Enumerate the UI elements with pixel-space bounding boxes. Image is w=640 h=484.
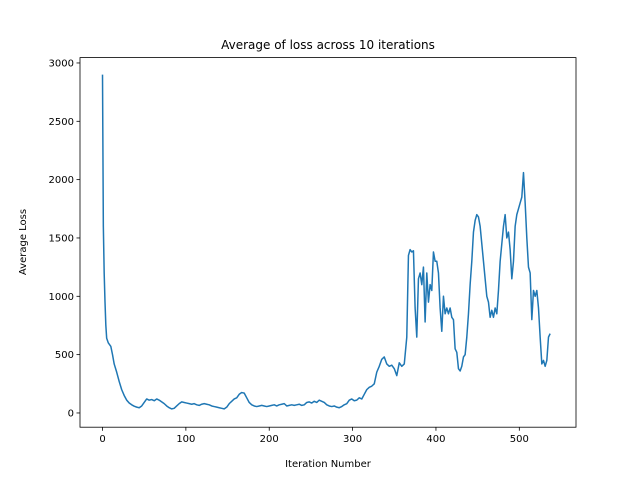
x-tick-label: 200 [260,434,279,445]
y-tick-label: 2000 [49,175,74,186]
x-tick-label: 0 [99,434,105,445]
x-axis-label: Iteration Number [285,459,372,470]
y-tick-label: 0 [68,408,74,419]
y-tick-label: 2500 [49,117,74,128]
x-tick-label: 100 [176,434,195,445]
y-tick-label: 1500 [49,233,74,244]
x-tick-label: 400 [426,434,445,445]
x-tick-label: 500 [510,434,529,445]
chart-title: Average of loss across 10 iterations [221,38,435,52]
data-line [101,74,551,410]
plot-frame [79,57,577,428]
x-tick-label: 300 [343,434,362,445]
y-tick-label: 500 [55,350,74,361]
y-tick-label: 1000 [49,292,74,303]
y-axis-label: Average Loss [18,209,29,275]
y-tick-label: 3000 [49,58,74,69]
